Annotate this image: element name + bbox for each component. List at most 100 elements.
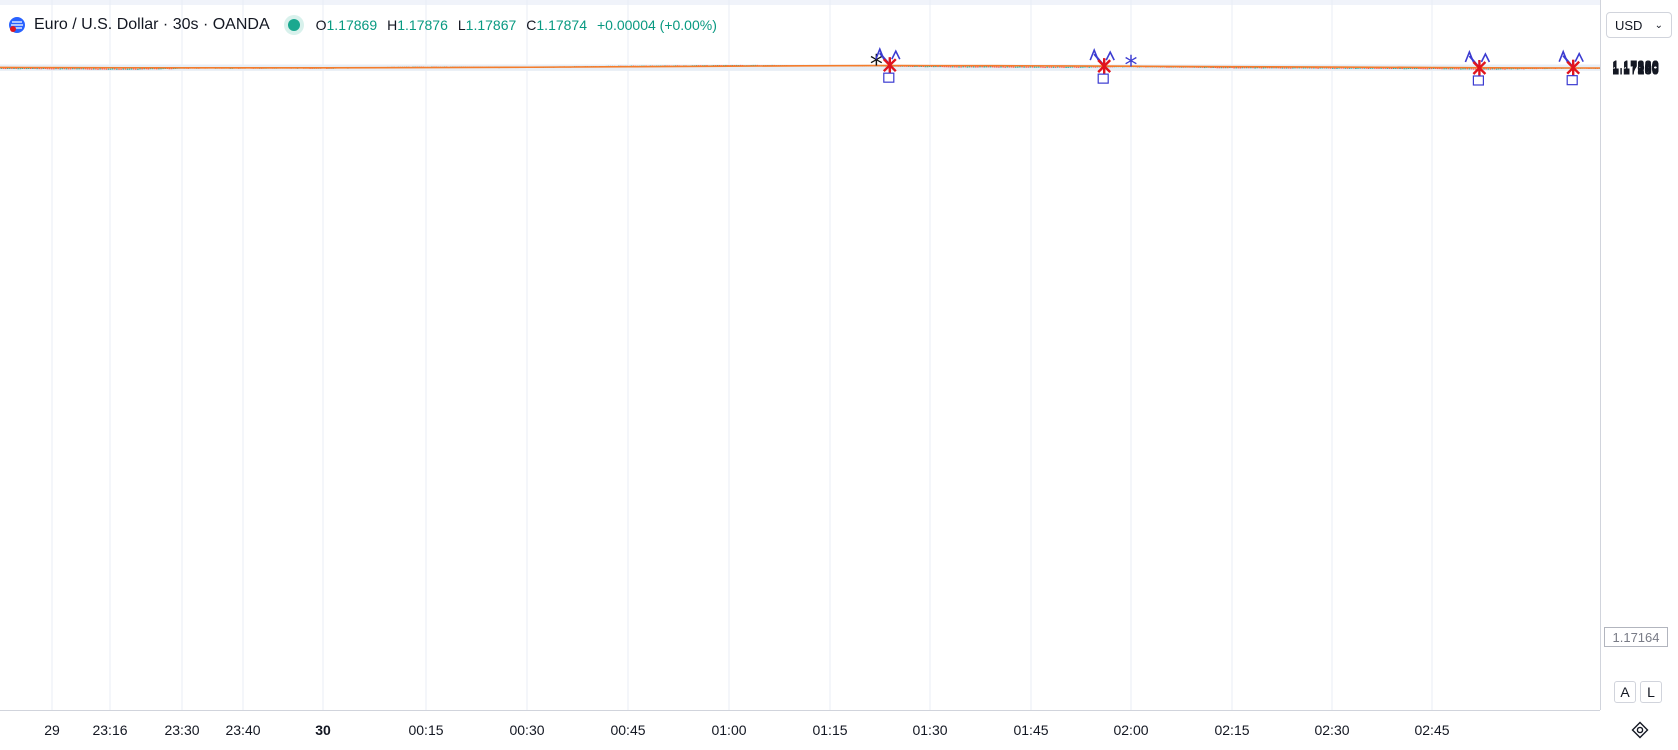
log-scale-button[interactable]: L — [1640, 681, 1662, 703]
candle-body — [1445, 68, 1447, 69]
candle-body — [1464, 68, 1466, 69]
candle-up — [122, 69, 124, 70]
candle-body — [1065, 67, 1067, 68]
chart-pane[interactable]: ** — [0, 0, 1600, 710]
candle-up — [1034, 67, 1036, 68]
candlestick-chart[interactable]: ** — [0, 0, 1600, 710]
candle-body — [53, 68, 55, 69]
candle-body — [1485, 69, 1487, 70]
candle-body — [1448, 68, 1450, 69]
time-tick-label: 01:00 — [711, 722, 746, 738]
time-tick-label: 29 — [44, 722, 60, 738]
candle-up — [1017, 67, 1019, 68]
candle-down — [1044, 67, 1046, 68]
candle-body — [1462, 68, 1464, 69]
candle-body — [1080, 67, 1082, 68]
time-tick-label: 00:45 — [610, 722, 645, 738]
candle-body — [1057, 67, 1059, 68]
candle-down — [106, 69, 108, 70]
candle-up — [1000, 66, 1002, 67]
candle-down — [53, 68, 55, 69]
candle-body — [66, 68, 68, 69]
candle-body — [1053, 67, 1055, 68]
candle-body — [112, 69, 114, 70]
candle-body — [137, 69, 139, 70]
blue-asterisk-icon: * — [1125, 51, 1138, 81]
candle-body — [1460, 69, 1462, 70]
candle-body — [114, 69, 116, 70]
candle-body — [996, 67, 998, 68]
auto-scale-button[interactable]: A — [1614, 681, 1636, 703]
candle-down — [1427, 68, 1429, 69]
candle-body — [1235, 67, 1237, 68]
candle-body — [87, 69, 89, 70]
open-value: 1.17869 — [327, 17, 378, 33]
candle-down — [1055, 67, 1057, 68]
candle-up — [1046, 67, 1048, 68]
candle-body — [1000, 67, 1002, 68]
high-value: 1.17876 — [397, 17, 448, 33]
candle-up — [1057, 67, 1059, 68]
candle-up — [76, 68, 78, 69]
market-status-icon — [288, 19, 300, 31]
candle-up — [1406, 68, 1408, 69]
candle-down — [1025, 67, 1027, 68]
currency-button[interactable]: USD ⌄ — [1606, 12, 1672, 38]
candle-body — [971, 66, 973, 67]
candle-body — [977, 67, 979, 68]
candle-body — [1334, 68, 1336, 69]
chevron-down-icon: ⌄ — [1655, 20, 1663, 31]
candle-down — [47, 68, 49, 69]
candle-down — [87, 68, 89, 69]
candle-body — [1282, 68, 1284, 69]
candle-body — [1061, 67, 1063, 68]
candle-up — [1254, 67, 1256, 68]
last-price-label: 1.17164 — [1604, 627, 1668, 647]
candle-down — [1240, 67, 1242, 68]
candle-body — [1240, 67, 1242, 68]
candle-body — [952, 66, 954, 67]
candle-down — [114, 68, 116, 69]
candle-body — [127, 69, 129, 70]
candle-down — [1422, 68, 1424, 69]
candle-up — [112, 69, 114, 70]
candle-up — [108, 69, 110, 70]
candle-up — [110, 69, 112, 70]
settings-icon[interactable] — [1628, 718, 1652, 742]
candle-body — [1504, 69, 1506, 70]
candle-body — [1015, 67, 1017, 68]
candle-down — [988, 66, 990, 67]
time-tick-label: 02:45 — [1414, 722, 1449, 738]
candle-down — [977, 66, 979, 67]
candle-body — [1290, 68, 1292, 69]
candle-down — [956, 66, 958, 67]
candle-body — [125, 69, 127, 70]
candle-body — [1238, 67, 1240, 68]
candle-up — [1263, 67, 1265, 68]
price-axis[interactable] — [1600, 0, 1678, 710]
candle-body — [49, 68, 51, 69]
candle-body — [1011, 67, 1013, 68]
candle-down — [1032, 67, 1034, 68]
symbol-title[interactable]: Euro / U.S. Dollar · 30s · OANDA — [34, 16, 270, 34]
candle-body — [1067, 67, 1069, 68]
time-tick-label: 00:15 — [408, 722, 443, 738]
candle-body — [1494, 68, 1496, 69]
candle-down — [1078, 67, 1080, 68]
candle-up — [129, 69, 131, 70]
candle-body — [1332, 68, 1334, 69]
candle-body — [1355, 68, 1357, 69]
candle-body — [983, 66, 985, 67]
time-tick-label: 01:45 — [1013, 722, 1048, 738]
candle-body — [965, 66, 967, 67]
candle-body — [1492, 68, 1494, 69]
candle-down — [49, 68, 51, 69]
candle-down — [148, 68, 150, 69]
candle-body — [120, 69, 122, 70]
candle-down — [954, 66, 956, 67]
candle-down — [1061, 67, 1063, 68]
close-value: 1.17874 — [536, 17, 587, 33]
candle-body — [1025, 67, 1027, 68]
candle-body — [118, 69, 120, 70]
candle-down — [51, 68, 53, 69]
